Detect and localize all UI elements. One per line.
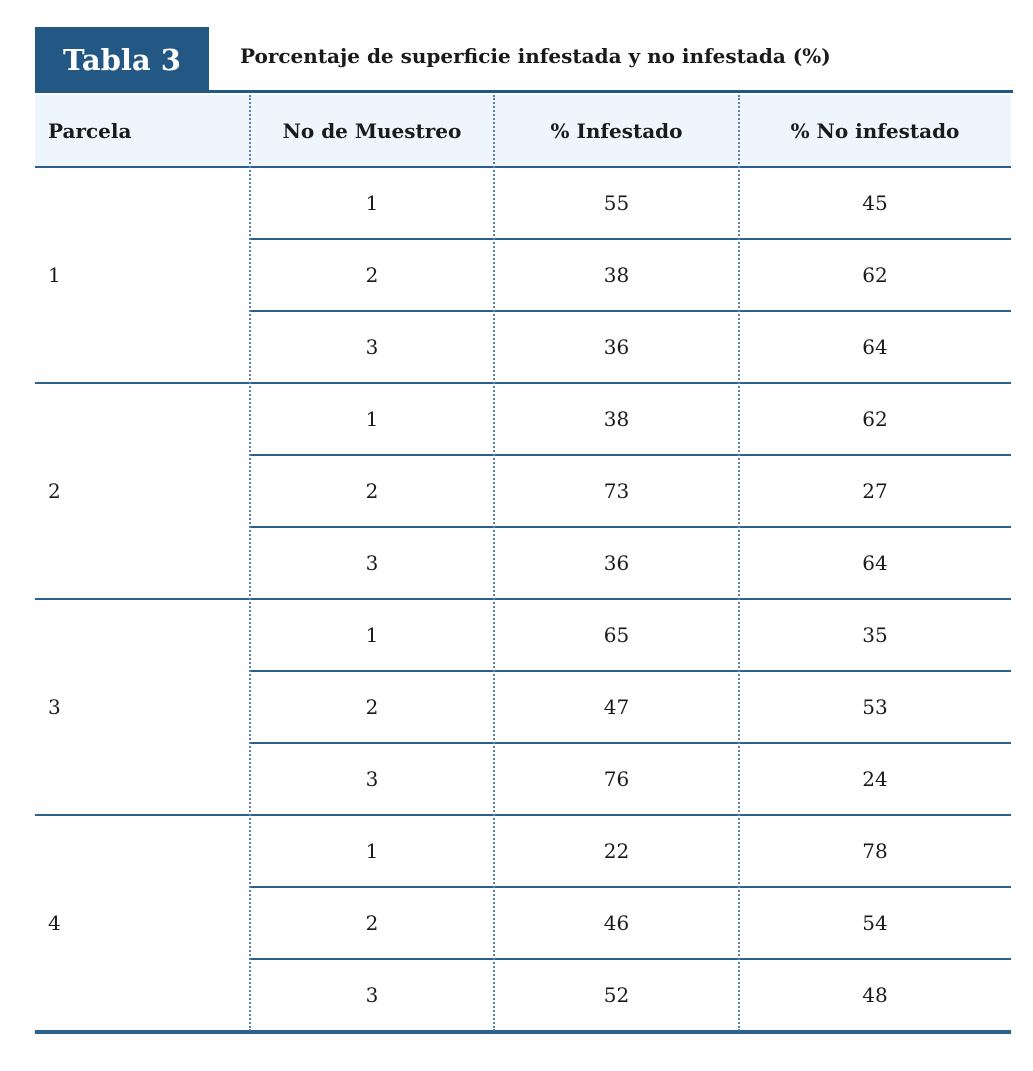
data-cell: 48 (862, 983, 888, 1007)
data-cell: 35 (862, 623, 888, 647)
data-cell: 1 (365, 623, 379, 647)
row-rule (250, 958, 1011, 960)
data-cell: 2 (365, 479, 379, 503)
column-divider (493, 95, 495, 1031)
data-cell: 78 (862, 839, 888, 863)
row-rule (250, 238, 1011, 240)
data-cell: 27 (862, 479, 888, 503)
data-cell: 55 (603, 191, 630, 215)
data-cell: 54 (862, 911, 888, 935)
data-cell: 38 (603, 407, 630, 431)
title-rule (209, 90, 1013, 93)
data-cell: 3 (365, 335, 379, 359)
parcela-cell: 4 (48, 911, 61, 935)
column-header: No de Muestreo (282, 119, 462, 143)
data-cell: 36 (603, 335, 630, 359)
row-rule (250, 670, 1011, 672)
row-rule (250, 526, 1011, 528)
data-cell: 46 (603, 911, 630, 935)
data-cell: 76 (603, 767, 630, 791)
data-cell: 2 (365, 263, 379, 287)
parcela-cell: 3 (48, 695, 61, 719)
row-rule (250, 310, 1011, 312)
data-cell: 3 (365, 767, 379, 791)
data-cell: 24 (862, 767, 888, 791)
data-cell: 36 (603, 551, 630, 575)
data-cell: 1 (365, 407, 379, 431)
data-cell: 52 (603, 983, 630, 1007)
data-cell: 3 (365, 551, 379, 575)
data-cell: 38 (603, 263, 630, 287)
data-cell: 62 (862, 407, 888, 431)
data-cell: 2 (365, 911, 379, 935)
table-title: Porcentaje de superficie infestada y no … (240, 44, 831, 68)
group-rule (35, 1030, 1011, 1034)
header-row (35, 95, 1011, 167)
data-cell: 64 (862, 551, 888, 575)
table-tab: Tabla 3 (35, 27, 209, 93)
group-rule (35, 382, 1011, 384)
column-header: % Infestado (550, 119, 683, 143)
column-header: Parcela (48, 119, 132, 143)
data-cell: 1 (365, 839, 379, 863)
data-cell: 3 (365, 983, 379, 1007)
data-cell: 65 (603, 623, 630, 647)
group-rule (35, 814, 1011, 816)
header-rule (35, 166, 1011, 168)
group-rule (35, 598, 1011, 600)
column-header: % No infestado (790, 119, 960, 143)
data-cell: 22 (603, 839, 630, 863)
data-cell: 2 (365, 695, 379, 719)
row-rule (250, 886, 1011, 888)
data-cell: 45 (862, 191, 888, 215)
parcela-cell: 1 (48, 263, 61, 287)
row-rule (250, 454, 1011, 456)
data-cell: 47 (603, 695, 630, 719)
data-cell: 1 (365, 191, 379, 215)
data-cell: 64 (862, 335, 888, 359)
data-cell: 73 (603, 479, 630, 503)
parcela-cell: 2 (48, 479, 61, 503)
data-cell: 62 (862, 263, 888, 287)
data-cell: 53 (862, 695, 888, 719)
row-rule (250, 742, 1011, 744)
column-divider (738, 95, 740, 1031)
column-divider (249, 95, 251, 1031)
